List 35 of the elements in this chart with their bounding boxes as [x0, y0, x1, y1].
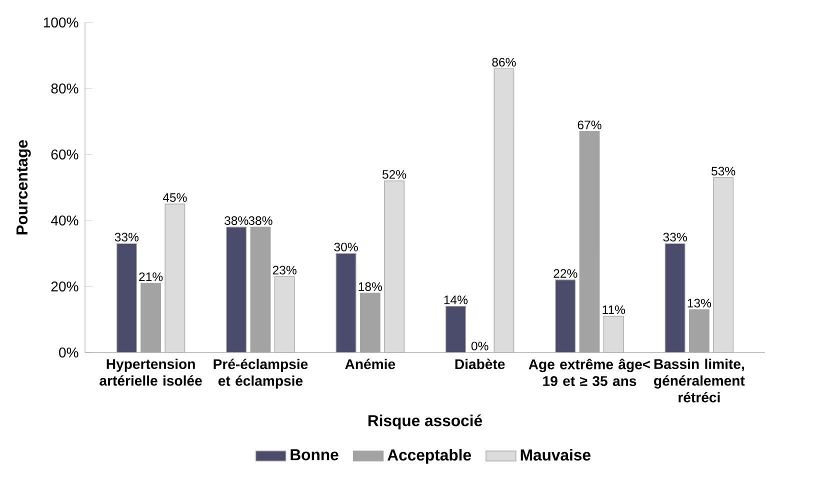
data-label: 86% — [492, 58, 516, 67]
data-label: 13% — [688, 298, 712, 308]
data-label: 14% — [444, 296, 468, 304]
x-tick-label: Hypertension artérielle isolée — [100, 358, 202, 386]
data-label: 0% — [471, 342, 488, 350]
y-axis-title: Pourcentage — [16, 140, 31, 234]
data-label: 67% — [578, 120, 602, 130]
data-label: 38% — [224, 216, 248, 225]
x-tick-label: Pré-éclampsie et éclampsie — [214, 358, 308, 389]
y-tick-label: 80% — [51, 84, 78, 94]
y-tick-label: 20% — [51, 282, 78, 292]
data-label: 53% — [712, 166, 736, 176]
y-tick-label: 100% — [44, 18, 78, 28]
data-label: 33% — [663, 232, 687, 242]
y-tick-label: 0% — [59, 348, 78, 358]
y-tick-label: 40% — [50, 216, 78, 226]
legend-label: Mauvaise — [520, 448, 590, 461]
legend-label: Bonne — [290, 449, 338, 460]
data-label: 18% — [358, 282, 382, 291]
data-label: 38% — [248, 216, 272, 225]
data-label: 21% — [139, 272, 163, 282]
data-label: 33% — [114, 232, 139, 242]
x-tick-label: Diabète — [455, 358, 505, 370]
data-label: 11% — [602, 306, 626, 314]
y-tick-label: 60% — [51, 150, 78, 160]
x-axis-title: Risque associé — [368, 414, 482, 430]
legend-label: Acceptable — [388, 448, 472, 464]
data-label: 23% — [272, 266, 296, 274]
x-tick-label: Anémie — [345, 358, 396, 370]
data-label: 52% — [382, 170, 406, 179]
data-label: 45% — [162, 193, 187, 202]
x-tick-label: Bassin limite, généralement rétréci — [654, 358, 745, 402]
x-tick-label: Age extrême âge< 19 et ≥ 35 ans — [528, 358, 650, 386]
data-label: 30% — [334, 242, 358, 252]
data-label: 22% — [554, 269, 578, 278]
